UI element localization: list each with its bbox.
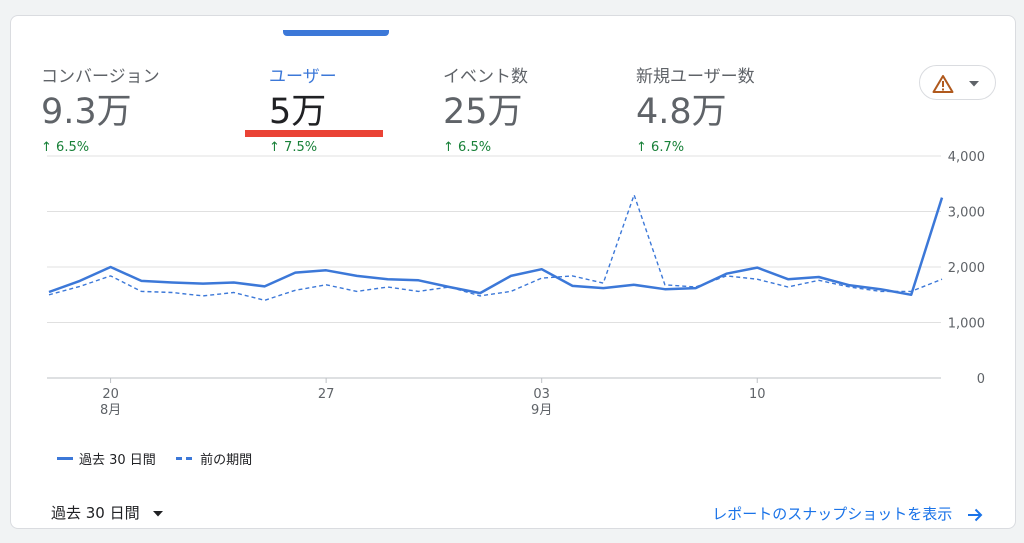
date-range-selector[interactable]: 過去 30 日間: [51, 502, 164, 523]
warning-triangle-icon: [932, 75, 954, 93]
metric-events[interactable]: イベント数 25万 ↑ 6.5%: [443, 62, 528, 155]
metric-label: ユーザー: [269, 67, 337, 87]
legend-solid-swatch: [57, 457, 73, 460]
caret-down-icon: [969, 81, 979, 87]
date-range-label: 過去 30 日間: [51, 504, 140, 522]
metric-label: 新規ユーザー数: [636, 67, 755, 87]
y-tick-label: 0: [977, 372, 985, 387]
metric-delta-value: 7.5%: [284, 140, 318, 155]
highlight-underline: [245, 130, 383, 137]
x-tick-label: 03: [533, 387, 550, 402]
arrow-right-icon: [968, 508, 983, 521]
arrow-up-icon: ↑: [636, 140, 647, 155]
x-tick-label: 20: [102, 387, 119, 402]
active-tab-indicator: [283, 30, 389, 36]
metric-value: 9.3万: [41, 92, 132, 132]
x-tick-month-label: 9月: [531, 403, 552, 418]
view-report-snapshot-link[interactable]: レポートのスナップショットを表示: [712, 503, 983, 524]
chart-y-axis: 4,000 3,000 2,000 1,000 0: [948, 150, 985, 387]
metric-label: イベント数: [443, 67, 528, 87]
chart-legend: 過去 30 日間 前の期間: [57, 449, 252, 468]
metric-conversions[interactable]: コンバージョン 9.3万 ↑ 6.5%: [41, 62, 160, 155]
metric-delta: ↑ 6.5%: [41, 140, 160, 155]
metric-value: 5万: [269, 92, 327, 132]
series-line-previous: [48, 194, 943, 301]
metric-delta-value: 6.5%: [56, 140, 90, 155]
y-tick-label: 3,000: [948, 206, 985, 221]
arrow-up-icon: ↑: [443, 140, 454, 155]
legend-dashed-swatch: [176, 457, 195, 460]
x-tick-month-label: 8月: [100, 403, 121, 418]
metric-delta-value: 6.5%: [458, 140, 492, 155]
metric-value: 25万: [443, 92, 523, 132]
y-tick-label: 2,000: [948, 261, 985, 276]
report-link-label: レポートのスナップショットを表示: [712, 505, 953, 523]
chart-grid: [47, 155, 941, 323]
metric-delta-value: 6.7%: [651, 140, 685, 155]
x-tick-label: 27: [318, 387, 335, 402]
warning-dropdown-button[interactable]: [919, 65, 996, 100]
metric-delta: ↑ 7.5%: [269, 140, 337, 155]
metric-delta: ↑ 6.5%: [443, 140, 528, 155]
legend-previous-label: 前の期間: [200, 453, 253, 468]
metric-label: コンバージョン: [41, 67, 160, 87]
metric-delta: ↑ 6.7%: [636, 140, 755, 155]
y-tick-label: 1,000: [948, 317, 985, 332]
metric-new-users[interactable]: 新規ユーザー数 4.8万 ↑ 6.7%: [636, 62, 755, 155]
legend-current-label: 過去 30 日間: [79, 453, 156, 468]
arrow-up-icon: ↑: [41, 140, 52, 155]
arrow-up-icon: ↑: [269, 140, 280, 155]
report-card: コンバージョン 9.3万 ↑ 6.5% ユーザー 5万 ↑ 7.5% イベント数…: [10, 15, 1016, 529]
metric-users[interactable]: ユーザー 5万 ↑ 7.5%: [269, 62, 337, 155]
metric-value: 4.8万: [636, 92, 727, 132]
caret-down-icon: [153, 510, 164, 516]
y-tick-label: 4,000: [948, 150, 985, 165]
chart-series: [48, 194, 944, 301]
series-line-current: [48, 197, 944, 297]
x-tick-label: 10: [749, 387, 766, 402]
